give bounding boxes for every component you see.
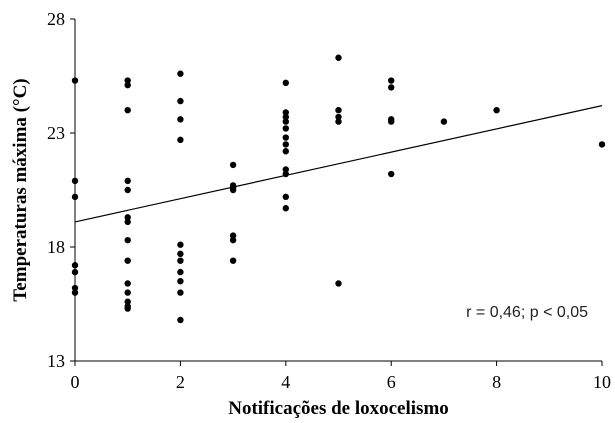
- data-point: [440, 118, 448, 125]
- x-tick-label: 10: [593, 372, 611, 392]
- data-point: [124, 305, 131, 312]
- trend-line: [74, 105, 603, 223]
- data-point: [282, 109, 289, 116]
- y-tick-label: 13: [47, 351, 65, 371]
- data-point: [177, 136, 184, 144]
- data-point: [177, 257, 184, 264]
- data-point: [493, 107, 500, 114]
- data-point: [124, 186, 131, 194]
- data-point: [282, 148, 289, 155]
- data-point: [229, 232, 237, 239]
- data-point: [124, 257, 131, 264]
- data-point: [124, 280, 131, 287]
- data-point: [282, 141, 289, 148]
- data-point: [124, 298, 131, 305]
- data-point: [388, 170, 395, 178]
- axes: [74, 19, 602, 362]
- x-ticks: 0 2 4 6 8 10: [71, 361, 611, 392]
- x-tick-label: 8: [492, 372, 501, 392]
- x-tick-label: 0: [71, 372, 80, 392]
- data-point: [598, 141, 606, 148]
- data-point: [71, 268, 79, 276]
- data-point: [177, 250, 184, 258]
- data-point: [335, 107, 342, 114]
- y-tick-label: 28: [47, 9, 65, 29]
- data-point: [71, 289, 79, 296]
- x-tick-label: 2: [176, 372, 185, 392]
- x-tick-label: 6: [387, 372, 396, 392]
- data-point: [124, 236, 131, 244]
- data-point: [124, 77, 131, 84]
- data-point: [124, 289, 131, 296]
- data-point: [229, 161, 237, 169]
- data-point: [71, 193, 79, 201]
- data-point: [229, 186, 237, 194]
- data-point: [124, 218, 131, 226]
- correlation-annotation: r = 0,46; p < 0,05: [466, 304, 588, 321]
- data-point: [177, 268, 184, 276]
- data-point: [335, 113, 342, 121]
- data-point: [282, 134, 289, 141]
- data-point: [124, 214, 131, 221]
- data-point: [71, 284, 79, 292]
- data-point: [177, 289, 184, 296]
- data-point: [282, 125, 289, 132]
- data-point: [388, 118, 395, 125]
- data-point: [282, 193, 289, 201]
- data-point: [282, 113, 289, 121]
- data-point: [71, 77, 79, 84]
- data-point: [177, 70, 184, 77]
- data-point: [335, 54, 342, 61]
- data-point: [388, 84, 395, 91]
- data-point: [282, 79, 289, 87]
- x-tick-label: 4: [281, 372, 290, 392]
- data-points: [71, 54, 606, 324]
- data-point: [177, 278, 184, 285]
- data-point: [282, 118, 289, 125]
- data-point: [71, 262, 79, 269]
- data-point: [124, 81, 131, 89]
- data-point: [335, 280, 342, 287]
- data-point: [282, 170, 289, 178]
- data-point: [229, 257, 237, 264]
- data-point: [282, 205, 289, 212]
- data-point: [177, 97, 184, 105]
- x-axis-title: Notificações de loxocelismo: [228, 398, 449, 419]
- data-point: [124, 177, 131, 185]
- y-tick-label: 23: [47, 123, 65, 143]
- y-tick-label: 18: [47, 237, 65, 257]
- data-point: [71, 177, 79, 185]
- data-point: [229, 236, 237, 244]
- data-point: [282, 166, 289, 173]
- data-point: [124, 107, 131, 114]
- data-point: [388, 77, 395, 84]
- data-point: [177, 241, 184, 248]
- data-point: [177, 316, 184, 324]
- data-point: [177, 116, 184, 123]
- y-ticks: 13 18 23 28: [47, 9, 75, 371]
- data-point: [335, 118, 342, 125]
- y-axis-title: Temperaturas máxima (°C): [10, 78, 31, 301]
